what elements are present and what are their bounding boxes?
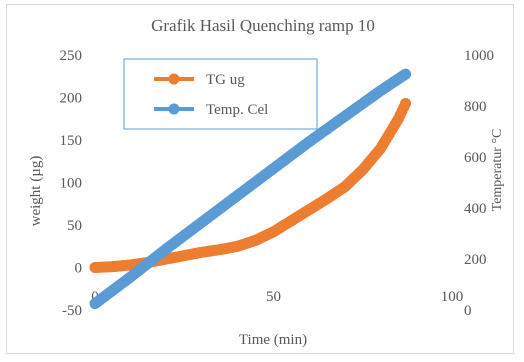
y-tick-label: 100 xyxy=(60,176,83,192)
y-tick-label: 200 xyxy=(60,91,83,107)
y-tick-label: 250 xyxy=(60,48,83,64)
legend-label-temp: Temp. Cel xyxy=(206,102,268,118)
legend: TG ug Temp. Cel xyxy=(123,58,318,130)
y-tick-label: -50 xyxy=(62,303,82,319)
y2-tick-label: 200 xyxy=(464,252,487,268)
series-layer xyxy=(89,68,412,310)
y-tick-label: 50 xyxy=(67,218,82,234)
series-tg xyxy=(89,97,412,273)
series-temp xyxy=(89,68,412,310)
y2-tick-labels: 0 200 400 600 800 1000 xyxy=(464,48,494,319)
y-tick-label: 150 xyxy=(60,133,83,149)
y2-tick-label: 400 xyxy=(464,201,487,217)
legend-box xyxy=(123,58,318,130)
y2-tick-label: 800 xyxy=(464,99,487,115)
data-point xyxy=(400,68,412,80)
y2-tick-label: 1000 xyxy=(464,48,494,64)
y2-tick-label: 0 xyxy=(464,303,472,319)
legend-label-tg: TG ug xyxy=(206,72,245,88)
x-tick-label: 50 xyxy=(266,289,281,305)
y2-tick-label: 600 xyxy=(464,150,487,166)
x-tick-label: 100 xyxy=(441,289,464,305)
x-axis-label: Time (min) xyxy=(239,332,307,348)
chart-title: Grafik Hasil Quenching ramp 10 xyxy=(151,16,375,35)
y-axis-label: weight (µg) xyxy=(28,156,44,227)
legend-dot-tg xyxy=(168,73,180,85)
y2-axis-label: Temperatur °C xyxy=(490,129,505,212)
y-tick-labels: -50 0 50 100 150 200 250 xyxy=(60,48,83,319)
y-tick-label: 0 xyxy=(75,261,83,277)
legend-dot-temp xyxy=(168,103,180,115)
chart-svg: Grafik Hasil Quenching ramp 10 0 50 100 -5… xyxy=(28,16,505,348)
chart-area: Grafik Hasil Quenching ramp 10 0 50 100 -5… xyxy=(6,4,514,354)
data-point xyxy=(400,97,412,109)
